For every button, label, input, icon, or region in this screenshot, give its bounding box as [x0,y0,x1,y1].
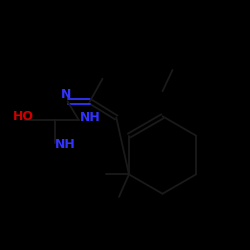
Text: NH: NH [80,111,100,124]
Text: N: N [61,88,72,102]
Text: NH: NH [55,138,76,151]
Text: HO: HO [13,110,34,123]
